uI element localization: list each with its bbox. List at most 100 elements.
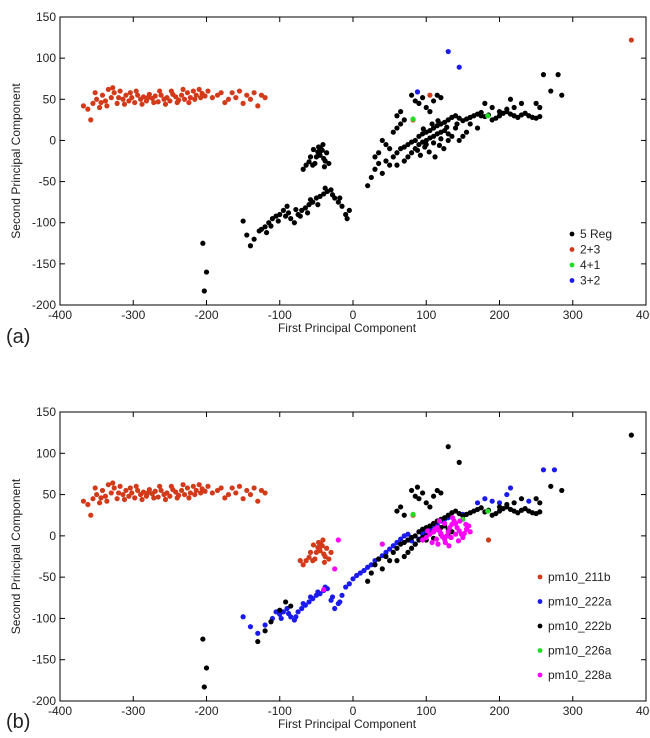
data-point [320,537,326,543]
x-tick-label: 400 [636,704,650,718]
y-tick-label: -50 [39,175,57,189]
data-point [489,104,495,111]
data-point [445,48,451,55]
data-point [196,482,202,488]
data-point [485,113,491,119]
data-point [293,614,299,620]
data-point [104,498,110,504]
data-point [398,121,404,127]
data-point [368,562,374,568]
data-point [209,490,215,496]
series-4+1 [410,113,491,122]
data-point [328,549,334,555]
data-point [335,537,341,543]
data-point [123,92,129,98]
panel-a: -400 -300 -200 -100 0 100 200 300 400 -200 -150 -10… [6,10,650,348]
data-point [99,487,106,494]
data-point [258,487,265,494]
data-point [441,520,448,527]
data-point [438,136,444,142]
data-point [394,162,400,168]
legend-marker [569,247,575,252]
data-point [478,113,484,119]
data-point [434,487,440,494]
data-point [379,170,385,176]
data-point [268,223,274,229]
data-point [98,99,104,106]
data-point [174,99,180,106]
data-point [310,146,317,153]
data-point [192,491,198,498]
data-point [427,504,433,510]
data-point [186,495,192,501]
data-point [88,117,94,123]
data-point [190,88,196,94]
y-tick-label: -100 [32,216,56,230]
data-point [88,512,94,518]
data-point [236,88,243,94]
legend-label: pm10_222b [548,619,612,633]
data-point [104,103,110,109]
data-point [196,86,202,93]
data-point [307,594,314,600]
data-point [80,498,87,504]
data-point [190,483,196,489]
data-point [244,232,250,238]
x-axis-label: First Principal Component [278,321,417,335]
legend-label: pm10_211b [548,570,611,584]
data-point [414,147,421,153]
data-point [430,520,437,527]
data-point [102,98,109,104]
data-point [99,92,106,98]
data-point [533,496,539,502]
data-point [394,113,400,119]
data-point [455,538,462,544]
data-point [247,624,254,630]
data-point [419,490,426,496]
data-point [419,95,426,101]
legend-label: 3+2 [580,274,601,288]
legend-label: pm10_226a [548,644,612,658]
panel-label: (a) [6,326,30,348]
data-point [117,483,123,489]
data-point [116,490,122,496]
x-tick-label: -200 [194,308,218,322]
data-point [155,494,161,500]
data-point [410,511,416,517]
data-point [96,500,103,506]
data-point [110,85,116,91]
data-point [445,131,451,137]
data-point [540,72,547,78]
data-point [184,485,191,491]
data-point [162,101,169,107]
data-point [401,158,407,164]
series-pm10_211b [80,480,492,568]
data-point [551,467,558,473]
data-point [394,150,400,156]
data-point [80,103,87,109]
data-point [321,559,328,565]
y-tick-label: 150 [36,405,56,419]
data-point [416,100,422,106]
data-point [111,90,117,96]
data-point [387,162,393,168]
data-point [412,98,418,104]
data-point [233,490,239,496]
data-point [200,636,206,642]
data-point [280,207,287,213]
data-point [329,192,336,198]
data-point [401,539,407,546]
data-point [420,126,426,132]
data-point [416,141,422,148]
data-point [92,90,98,96]
data-point [504,106,510,112]
data-point [430,493,437,499]
data-point [433,536,440,542]
data-point [485,537,492,543]
data-point [111,485,117,491]
data-point [436,142,443,148]
data-point [628,432,634,438]
data-point [299,207,305,213]
data-point [335,199,341,205]
y-tick-label: -50 [39,570,57,584]
